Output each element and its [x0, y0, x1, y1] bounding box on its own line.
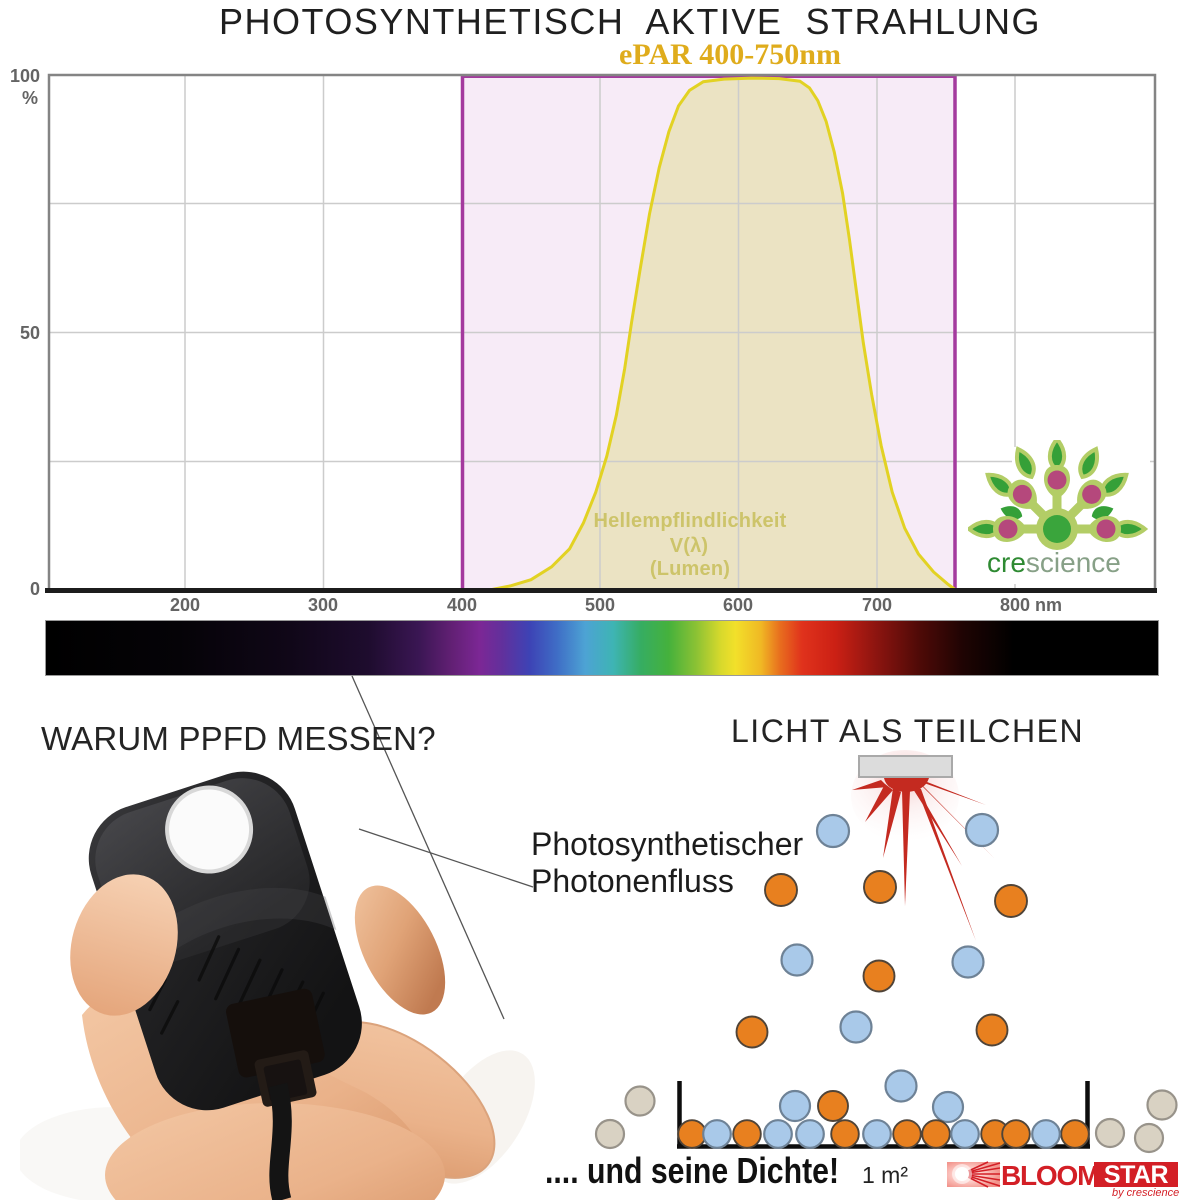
svg-text:crescience: crescience: [987, 547, 1121, 578]
svg-text:V(λ): V(λ): [670, 535, 709, 557]
svg-text:400: 400: [447, 595, 477, 615]
svg-text:100: 100: [10, 66, 40, 86]
svg-text:50: 50: [20, 323, 40, 343]
svg-text:800 nm: 800 nm: [1000, 595, 1062, 615]
svg-text:600: 600: [723, 595, 753, 615]
svg-text:300: 300: [308, 595, 338, 615]
svg-text:700: 700: [862, 595, 892, 615]
svg-text:(Lumen): (Lumen): [650, 558, 730, 580]
svg-text:by crescience: by crescience: [1112, 1187, 1179, 1199]
svg-text:BLOOM: BLOOM: [1001, 1160, 1099, 1191]
svg-text:200: 200: [170, 595, 200, 615]
svg-text:Hellempflindlichkeit: Hellempflindlichkeit: [594, 510, 787, 532]
svg-text:500: 500: [585, 595, 615, 615]
svg-text:0: 0: [30, 579, 40, 599]
svg-text:%: %: [22, 88, 38, 108]
svg-text:STAR: STAR: [1104, 1161, 1169, 1189]
